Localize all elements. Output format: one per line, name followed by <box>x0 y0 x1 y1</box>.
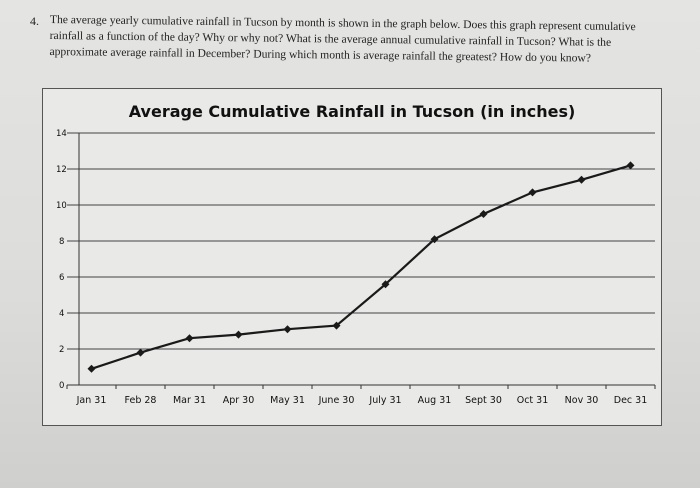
y-tick-label: 10 <box>56 201 67 211</box>
question-text: The average yearly cumulative rainfall i… <box>49 12 636 65</box>
data-point <box>479 210 488 218</box>
x-tick-label: July 31 <box>368 395 401 406</box>
x-tick-label: Feb 28 <box>125 395 157 406</box>
data-point <box>87 364 96 373</box>
series-line <box>91 164 631 370</box>
y-tick-label: 12 <box>56 165 67 175</box>
data-point <box>577 175 586 184</box>
x-tick-label: Dec 31 <box>614 395 648 406</box>
y-tick-label: 4 <box>59 309 64 319</box>
x-tick-label: Aug 31 <box>418 395 452 406</box>
x-tick-label: Nov 30 <box>565 395 599 406</box>
data-point <box>430 235 439 244</box>
data-point <box>185 334 194 343</box>
x-tick-label: Sept 30 <box>465 395 502 406</box>
data-point <box>283 325 292 334</box>
data-point <box>136 348 145 357</box>
y-tick-label: 8 <box>59 237 64 247</box>
data-point <box>234 330 243 339</box>
y-tick-label: 14 <box>56 129 67 139</box>
data-point <box>381 280 390 289</box>
rainfall-chart-svg: Average Cumulative Rainfall in Tucson (i… <box>56 102 656 406</box>
data-point <box>626 161 635 170</box>
x-tick-label: May 31 <box>270 395 305 406</box>
x-tick-label: Oct 31 <box>517 395 549 406</box>
data-point <box>528 188 537 197</box>
chart: Average Cumulative Rainfall in Tucson (i… <box>42 88 662 426</box>
y-tick-label: 2 <box>59 345 64 355</box>
data-point <box>332 321 341 330</box>
y-tick-label: 6 <box>59 273 64 283</box>
x-tick-label: Apr 30 <box>223 395 255 406</box>
x-tick-label: June 30 <box>318 395 355 406</box>
y-tick-label: 0 <box>59 381 64 391</box>
x-tick-label: Mar 31 <box>173 395 206 406</box>
question-number: 4. <box>30 14 39 28</box>
x-tick-label: Jan 31 <box>76 395 107 406</box>
chart-title: Average Cumulative Rainfall in Tucson (i… <box>129 102 576 121</box>
